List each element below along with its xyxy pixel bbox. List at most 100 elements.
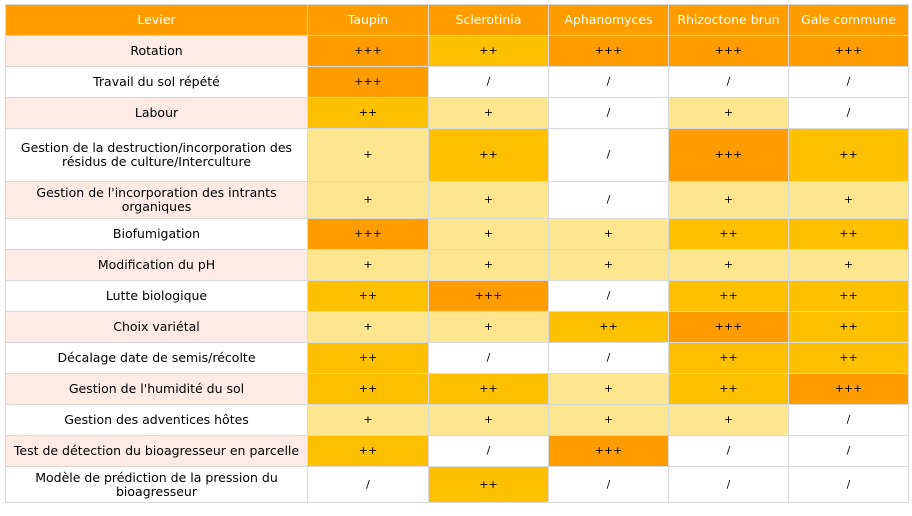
value-cell: ++ xyxy=(307,97,429,129)
value-cell: + xyxy=(788,249,909,281)
value-cell: / xyxy=(428,342,549,374)
value-cell: / xyxy=(548,280,669,312)
value-cell: ++ xyxy=(307,373,429,405)
column-header: Gale commune xyxy=(788,4,909,36)
value-cell: ++ xyxy=(428,373,549,405)
value-cell: / xyxy=(668,66,789,98)
value-cell: +++ xyxy=(307,66,429,98)
value-cell: + xyxy=(548,218,669,250)
value-cell: / xyxy=(428,66,549,98)
table-row: Gestion de l'humidité du sol ++ ++ + ++ +++ xyxy=(5,373,909,405)
value-cell: / xyxy=(548,342,669,374)
table-row: Labour ++ + / + / xyxy=(5,97,909,129)
value-cell: + xyxy=(428,404,549,436)
table-row: Modèle de prédiction de la pression du b… xyxy=(5,466,909,503)
value-cell: + xyxy=(668,181,789,219)
value-cell: + xyxy=(307,404,429,436)
value-cell: ++ xyxy=(788,128,909,182)
value-cell: + xyxy=(428,218,549,250)
value-cell: ++ xyxy=(307,342,429,374)
lever-cell: Travail du sol répété xyxy=(5,66,308,98)
value-cell: / xyxy=(668,466,789,503)
value-cell: / xyxy=(548,97,669,129)
table-row: Test de détection du bioagresseur en par… xyxy=(5,435,909,467)
value-cell: + xyxy=(428,311,549,343)
value-cell: +++ xyxy=(788,35,909,67)
value-cell: / xyxy=(788,466,909,503)
value-cell: + xyxy=(307,311,429,343)
value-cell: / xyxy=(548,66,669,98)
lever-cell: Modification du pH xyxy=(5,249,308,281)
table-row: Travail du sol répété +++ / / / / xyxy=(5,66,909,98)
value-cell: +++ xyxy=(548,35,669,67)
value-cell: ++ xyxy=(788,311,909,343)
value-cell: +++ xyxy=(788,373,909,405)
value-cell: ++ xyxy=(548,311,669,343)
value-cell: ++ xyxy=(668,373,789,405)
lever-cell: Décalage date de semis/récolte xyxy=(5,342,308,374)
value-cell: / xyxy=(428,435,549,467)
value-cell: + xyxy=(548,373,669,405)
value-cell: ++ xyxy=(668,280,789,312)
value-cell: + xyxy=(548,249,669,281)
value-cell: + xyxy=(307,181,429,219)
lever-cell: Rotation xyxy=(5,35,308,67)
value-cell: +++ xyxy=(668,35,789,67)
column-header: Taupin xyxy=(307,4,429,36)
value-cell: ++ xyxy=(428,35,549,67)
value-cell: / xyxy=(548,128,669,182)
table-row: Gestion des adventices hôtes + + + + / xyxy=(5,404,909,436)
table-row: Biofumigation +++ + + ++ ++ xyxy=(5,218,909,250)
value-cell: / xyxy=(788,97,909,129)
value-cell: / xyxy=(668,435,789,467)
table-row: Décalage date de semis/récolte ++ / / ++ ++ xyxy=(5,342,909,374)
value-cell: +++ xyxy=(307,35,429,67)
value-cell: / xyxy=(788,66,909,98)
table-row: Gestion de la destruction/incorporation … xyxy=(5,128,909,182)
value-cell: / xyxy=(788,435,909,467)
column-header: Sclerotinia xyxy=(428,4,549,36)
value-cell: + xyxy=(548,404,669,436)
value-cell: / xyxy=(788,404,909,436)
value-cell: ++ xyxy=(788,280,909,312)
lever-table: Levier Taupin Sclerotinia Aphanomyces Rh… xyxy=(5,4,909,503)
lever-cell: Test de détection du bioagresseur en par… xyxy=(5,435,308,467)
lever-cell: Gestion de l'incorporation des intrants … xyxy=(5,181,308,219)
lever-cell: Gestion de l'humidité du sol xyxy=(5,373,308,405)
table-row: Lutte biologique ++ +++ / ++ ++ xyxy=(5,280,909,312)
table-row: Rotation +++ ++ +++ +++ +++ xyxy=(5,35,909,67)
value-cell: ++ xyxy=(668,218,789,250)
value-cell: + xyxy=(668,249,789,281)
value-cell: +++ xyxy=(668,128,789,182)
value-cell: + xyxy=(307,128,429,182)
value-cell: + xyxy=(428,97,549,129)
value-cell: + xyxy=(668,97,789,129)
value-cell: / xyxy=(548,466,669,503)
lever-cell: Gestion des adventices hôtes xyxy=(5,404,308,436)
value-cell: ++ xyxy=(788,342,909,374)
lever-cell: Biofumigation xyxy=(5,218,308,250)
value-cell: / xyxy=(307,466,429,503)
table-row: Choix variétal + + ++ +++ ++ xyxy=(5,311,909,343)
value-cell: ++ xyxy=(307,435,429,467)
value-cell: +++ xyxy=(307,218,429,250)
lever-cell: Labour xyxy=(5,97,308,129)
value-cell: + xyxy=(428,181,549,219)
lever-cell: Modèle de prédiction de la pression du b… xyxy=(5,466,308,503)
column-header: Levier xyxy=(5,4,308,36)
value-cell: ++ xyxy=(668,342,789,374)
header-row: Levier Taupin Sclerotinia Aphanomyces Rh… xyxy=(5,4,909,36)
column-header: Rhizoctone brun xyxy=(668,4,789,36)
table-row: Modification du pH + + + + + xyxy=(5,249,909,281)
lever-cell: Gestion de la destruction/incorporation … xyxy=(5,128,308,182)
column-header: Aphanomyces xyxy=(548,4,669,36)
value-cell: ++ xyxy=(428,128,549,182)
value-cell: + xyxy=(307,249,429,281)
value-cell: / xyxy=(548,181,669,219)
lever-cell: Choix variétal xyxy=(5,311,308,343)
value-cell: + xyxy=(788,181,909,219)
value-cell: ++ xyxy=(307,280,429,312)
value-cell: +++ xyxy=(428,280,549,312)
value-cell: ++ xyxy=(428,466,549,503)
value-cell: + xyxy=(668,404,789,436)
